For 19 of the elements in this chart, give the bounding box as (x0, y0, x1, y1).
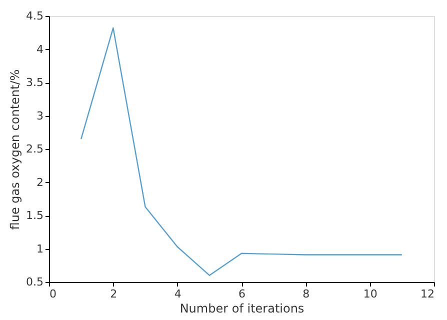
y-tick-label: 4 (36, 42, 44, 56)
y-tick-label: 3.5 (26, 76, 44, 89)
y-tick-label: 4.5 (26, 10, 44, 22)
y-tick-label: 0.5 (26, 276, 44, 288)
x-tick-label: 8 (302, 288, 310, 300)
y-tick-label: 3 (36, 109, 44, 122)
line-series (80, 27, 403, 276)
y-tick-label: 1.5 (26, 209, 44, 222)
x-tick-label: 10 (363, 288, 378, 300)
x-tick-label: 0 (50, 288, 56, 300)
y-tick-label: 2 (36, 176, 44, 189)
x-tick-label: 2 (110, 288, 118, 300)
y-tick-label: 1 (36, 242, 44, 256)
y-axis-title: flue gas oxygen content/% (8, 69, 22, 230)
y-tick-label: 2.5 (26, 142, 44, 156)
x-tick-label: 6 (238, 288, 246, 300)
x-tick-label: 12 (420, 288, 434, 300)
x-tick-label: 4 (174, 288, 182, 300)
x-axis-title: Number of iterations (180, 302, 304, 316)
